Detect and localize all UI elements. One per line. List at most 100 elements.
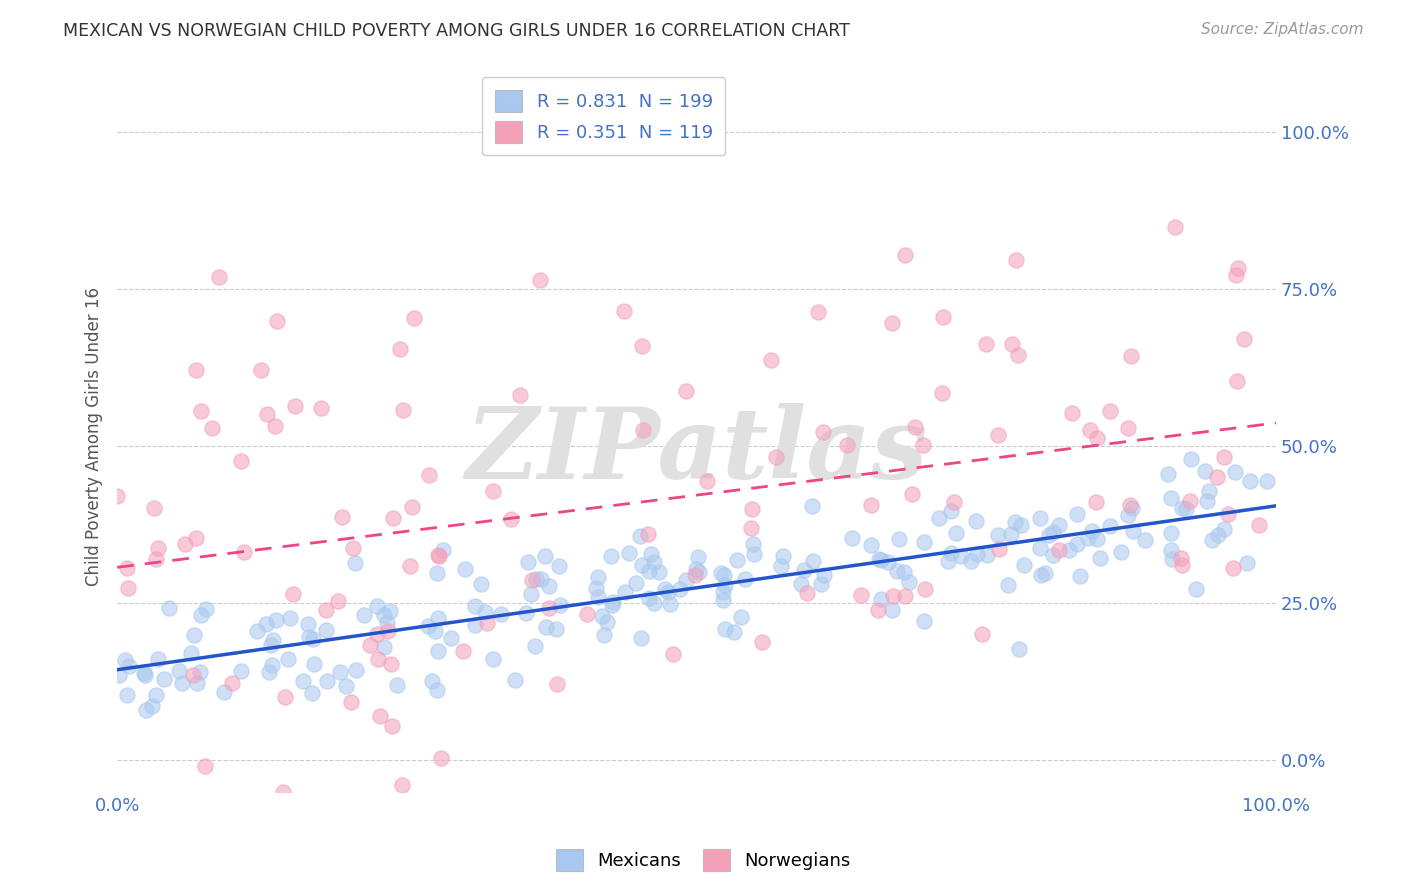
Point <box>1160 525 1182 540</box>
Point <box>1226 374 1249 388</box>
Point <box>1175 501 1198 516</box>
Point <box>391 778 413 792</box>
Point <box>631 339 654 353</box>
Point <box>1197 494 1219 508</box>
Point <box>1047 543 1070 558</box>
Point <box>170 676 193 690</box>
Point <box>1233 332 1256 346</box>
Point <box>418 618 440 632</box>
Point <box>876 555 898 569</box>
Point <box>790 576 813 591</box>
Point <box>1078 423 1101 437</box>
Point <box>626 575 648 590</box>
Point <box>1085 532 1108 546</box>
Point <box>882 589 904 603</box>
Point <box>914 614 936 628</box>
Point <box>477 615 499 630</box>
Point <box>538 601 561 615</box>
Point <box>114 652 136 666</box>
Point <box>1029 511 1052 525</box>
Point <box>524 573 547 587</box>
Point <box>1198 483 1220 498</box>
Point <box>188 665 211 679</box>
Point <box>575 607 598 622</box>
Point <box>221 675 243 690</box>
Point <box>1042 548 1064 562</box>
Point <box>353 607 375 622</box>
Point <box>987 528 1010 542</box>
Point <box>1239 474 1261 488</box>
Point <box>264 419 287 434</box>
Point <box>882 603 904 617</box>
Point <box>359 638 381 652</box>
Point <box>859 498 882 512</box>
Point <box>426 682 449 697</box>
Point <box>1201 533 1223 548</box>
Point <box>232 545 254 559</box>
Point <box>617 546 640 560</box>
Point <box>714 622 737 636</box>
Point <box>600 549 623 563</box>
Point <box>148 652 170 666</box>
Point <box>1099 518 1122 533</box>
Point <box>174 537 197 551</box>
Point <box>146 541 169 555</box>
Point <box>835 438 858 452</box>
Point <box>586 590 609 604</box>
Point <box>229 665 252 679</box>
Point <box>1001 337 1024 351</box>
Point <box>1222 561 1244 575</box>
Point <box>281 587 304 601</box>
Point <box>602 595 624 609</box>
Point <box>503 673 526 687</box>
Point <box>515 606 537 620</box>
Point <box>1119 498 1142 512</box>
Point <box>537 579 560 593</box>
Point <box>529 273 551 287</box>
Point <box>385 678 408 692</box>
Point <box>309 401 332 415</box>
Point <box>274 690 297 704</box>
Point <box>145 552 167 566</box>
Point <box>1008 641 1031 656</box>
Point <box>1161 552 1184 566</box>
Point <box>643 596 665 610</box>
Point <box>882 316 904 330</box>
Point <box>976 548 998 562</box>
Point <box>894 248 917 262</box>
Point <box>105 489 128 503</box>
Point <box>912 438 935 452</box>
Point <box>186 676 208 690</box>
Point <box>1213 522 1236 536</box>
Point <box>591 609 613 624</box>
Point <box>509 388 531 402</box>
Point <box>1118 508 1140 522</box>
Point <box>869 553 891 567</box>
Point <box>229 454 252 468</box>
Point <box>1119 350 1142 364</box>
Point <box>440 631 463 645</box>
Point <box>662 647 685 661</box>
Point <box>628 529 651 543</box>
Point <box>190 404 212 418</box>
Point <box>143 501 166 516</box>
Point <box>1081 524 1104 539</box>
Point <box>810 576 832 591</box>
Point <box>1116 421 1139 435</box>
Point <box>1180 451 1202 466</box>
Point <box>1236 557 1258 571</box>
Point <box>190 608 212 623</box>
Point <box>997 577 1019 591</box>
Point <box>741 537 763 551</box>
Point <box>772 549 794 563</box>
Point <box>302 632 325 646</box>
Point <box>897 575 920 590</box>
Point <box>536 620 558 634</box>
Point <box>368 709 391 723</box>
Point <box>585 582 607 596</box>
Point <box>1047 517 1070 532</box>
Point <box>302 657 325 672</box>
Point <box>377 624 399 639</box>
Point <box>427 611 450 625</box>
Point <box>194 758 217 772</box>
